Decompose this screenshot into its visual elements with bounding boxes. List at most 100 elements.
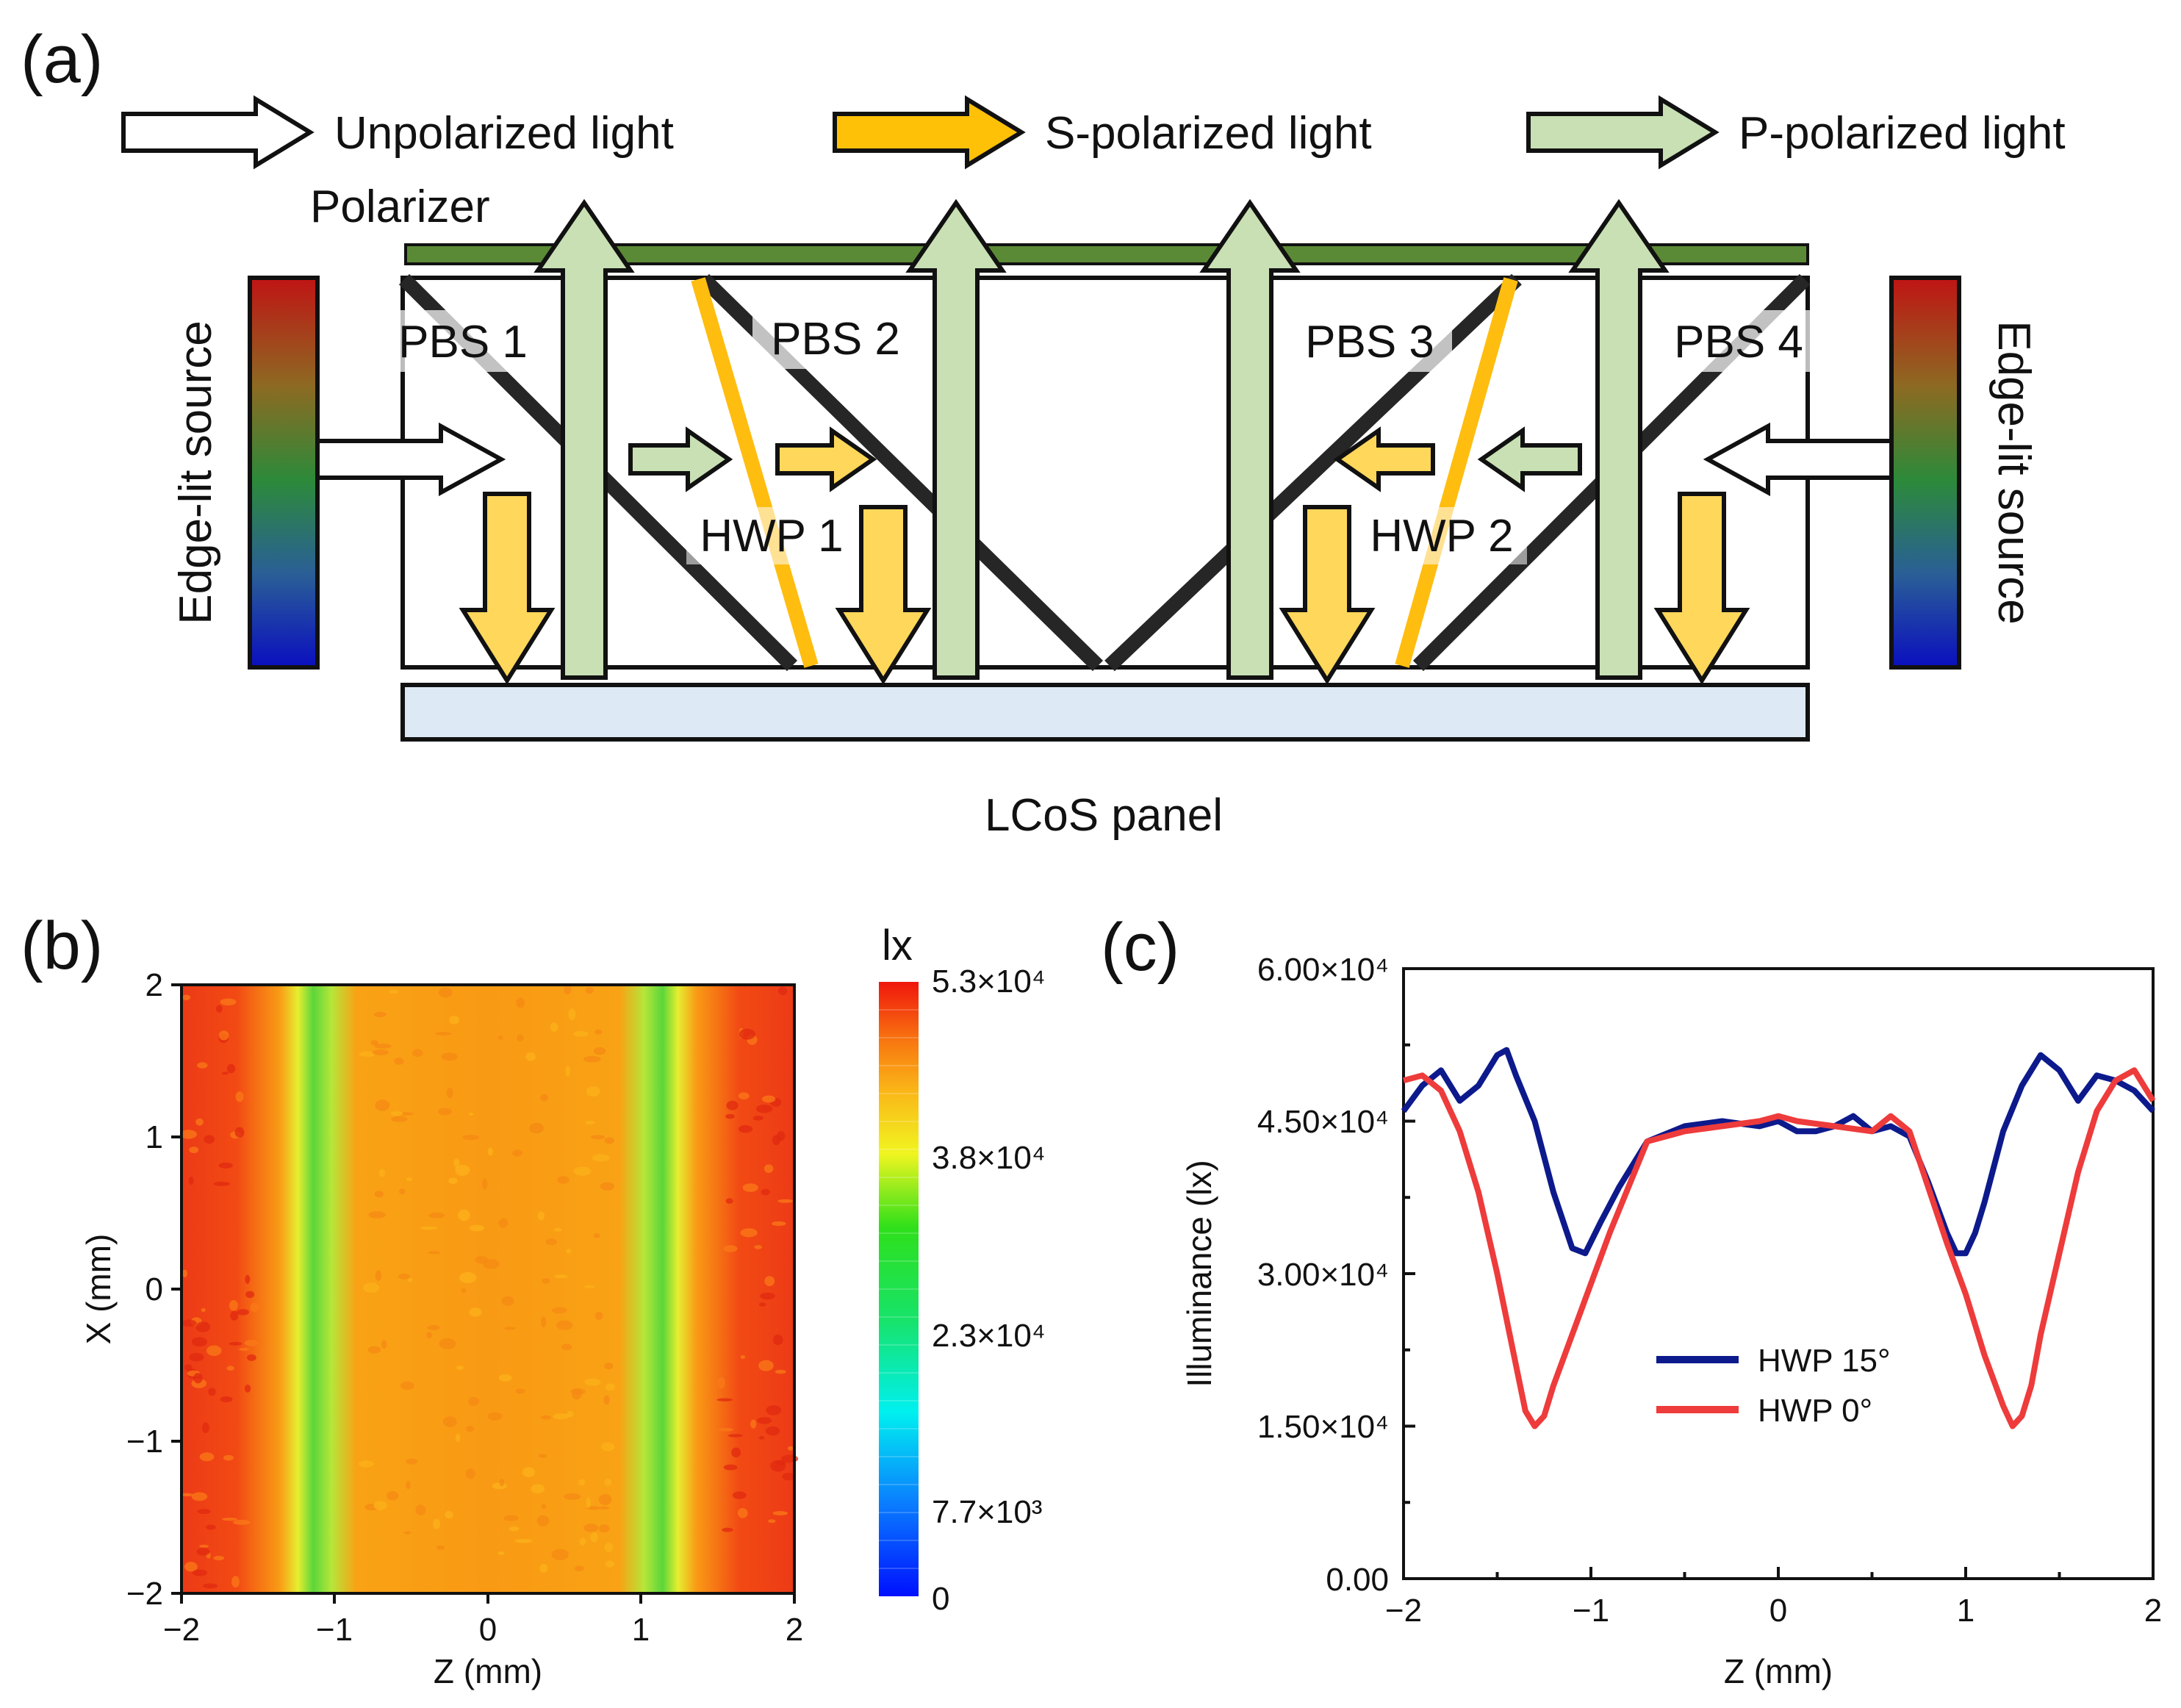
colorbar-tick-0: 5.3×10⁴ (932, 964, 1046, 1000)
edge-lit-right-label: Edge-lit source (1988, 320, 2039, 625)
heatmap-speckle (760, 1292, 775, 1300)
heatmap-speckle (556, 1320, 573, 1330)
heatmap-speckle (539, 1454, 547, 1458)
heatmap-speckle (462, 1135, 480, 1141)
heatmap-speckle (566, 1249, 572, 1254)
hwp1-label: HWP 1 (700, 511, 843, 561)
heatmap-speckle (561, 1343, 572, 1351)
heatmap-speckle (758, 1302, 766, 1307)
lc-ytick-1: 4.50×10⁴ (1257, 1104, 1389, 1140)
heatmap-speckle (427, 1324, 440, 1331)
s-arrow-right-1 (775, 426, 877, 492)
heatmap-speckle (400, 1381, 415, 1390)
heatmap-speckle (181, 1493, 193, 1497)
heatmap-speckle (603, 1395, 610, 1405)
heatmap-speckle (590, 1532, 598, 1543)
heatmap-speckle (235, 1091, 244, 1102)
colorbar-bands (879, 1009, 919, 1569)
heatmap-speckle (455, 1164, 470, 1176)
unpolarized-input-arrow-left (315, 422, 506, 497)
heatmap-speckle (192, 1569, 207, 1576)
heatmap-speckle (725, 1198, 733, 1204)
heatmap-speckle (725, 1113, 735, 1119)
heatmap-speckle (584, 1378, 601, 1386)
series-hwp15-line (1401, 1047, 2155, 1257)
heatmap-speckle (718, 1427, 733, 1432)
heatmap-speckle (229, 1341, 242, 1346)
heatmap-speckle (716, 1377, 726, 1389)
heatmap-speckle (568, 1008, 576, 1020)
heatmap-speckle (540, 1094, 549, 1102)
pbs-labels: PBS 1 PBS 2 PBS 3 PBS 4 (382, 307, 1822, 372)
heatmap-speckle (378, 1169, 386, 1177)
heatmap-speckle (398, 1273, 410, 1280)
heatmap-speckle (501, 1296, 514, 1306)
heatmap-speckle (375, 1099, 390, 1111)
heatmap-speckle (438, 1108, 453, 1116)
heatmap-speckle (564, 1493, 581, 1500)
heatmap-speckle (223, 1454, 234, 1461)
heatmap-speckle (739, 1028, 755, 1040)
legend-hwp15: HWP 15° (1758, 1343, 1891, 1379)
heatmap-speckle (768, 1519, 776, 1524)
heatmap-speckle (436, 1545, 445, 1550)
heatmap-speckle (604, 1479, 612, 1486)
heatmap-speckle (579, 1537, 586, 1546)
heatmap-xlabel: Z (mm) (434, 1652, 542, 1690)
heatmap-speckle (726, 1100, 739, 1110)
heatmap-speckle (497, 1036, 503, 1040)
heatmap-speckle (537, 1211, 545, 1221)
heatmap-speckle (199, 1452, 215, 1462)
heatmap-speckle (469, 1112, 474, 1116)
hwp1-plate (691, 277, 819, 668)
heatmap-speckle (204, 1135, 215, 1144)
heatmap-speckle (391, 1116, 408, 1122)
heatmap-speckle (585, 987, 594, 994)
heatmap-speckle (230, 1310, 239, 1321)
colorbar-tick-3: 7.7×10³ (932, 1494, 1042, 1530)
legend-s-polarized-text: S-polarized light (1045, 108, 1372, 159)
heatmap-speckle (723, 1245, 738, 1252)
heatmap-speckle (435, 1032, 452, 1036)
line-chart-series (1401, 1047, 2156, 1429)
heatmap-speckle (374, 1191, 384, 1198)
pbs4-label: PBS 4 (1674, 317, 1803, 367)
heatmap-speckle (458, 1209, 470, 1221)
heatmap-speckle (399, 1188, 406, 1195)
heatmap-speckle (197, 1509, 211, 1514)
heatmap-speckle (516, 997, 525, 1008)
hm-xtick-3: 1 (632, 1612, 650, 1648)
heatmap-speckle (406, 1481, 411, 1490)
lc-xtick-1: −1 (1573, 1593, 1609, 1629)
heatmap-speckle (591, 1135, 606, 1140)
p-arrow-left-2 (1477, 426, 1582, 492)
heatmap-speckle (763, 1164, 774, 1173)
heatmap-speckle (394, 1058, 404, 1065)
heatmap-speckle (226, 1063, 236, 1074)
heatmap-speckle (540, 1415, 552, 1420)
p-arrow-right-1 (628, 426, 733, 492)
heatmap-speckle (554, 1274, 568, 1279)
edge-lit-source-right (1889, 276, 1961, 670)
heatmap-speckle (716, 1398, 733, 1402)
heatmap-speckle (195, 1118, 204, 1126)
heatmap-speckle (557, 1176, 569, 1184)
heatmap-x-ticks (180, 1593, 796, 1604)
heatmap-speckle (772, 1334, 783, 1346)
heatmap-speckle (758, 1360, 774, 1371)
lc-xtick-3: 1 (1957, 1593, 1975, 1629)
heatmap-speckle (370, 1040, 378, 1046)
heatmap-speckle (445, 1510, 453, 1519)
heatmap-speckle (761, 1188, 770, 1196)
heatmap-speckle (208, 1388, 216, 1396)
heatmap-speckle (469, 1224, 484, 1232)
heatmap-speckle (191, 1337, 207, 1347)
heatmap-speckle (375, 1270, 381, 1281)
heatmap-speckle (553, 1413, 569, 1419)
heatmap-speckle (601, 1442, 615, 1452)
heatmap-speckle (752, 1116, 764, 1121)
hm-xtick-0: −2 (163, 1612, 200, 1648)
heatmap-speckle (387, 1490, 399, 1501)
heatmap-speckle (553, 1228, 562, 1232)
heatmap-speckle (586, 1506, 600, 1510)
